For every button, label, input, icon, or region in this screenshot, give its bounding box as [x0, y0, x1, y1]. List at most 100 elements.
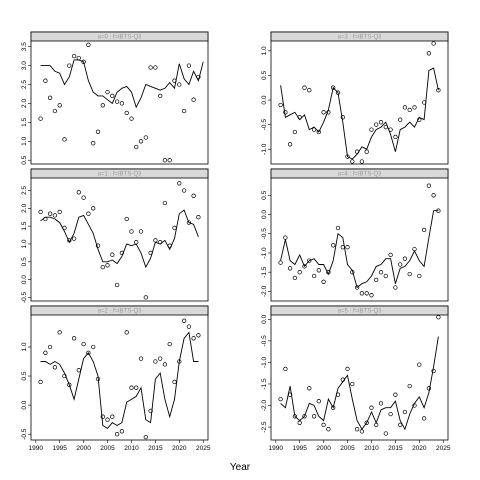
- observed-point: [148, 250, 153, 256]
- observed-point: [431, 41, 436, 46]
- x-tick-label: 2015: [148, 445, 163, 452]
- observed-point: [402, 409, 408, 415]
- observed-point: [186, 63, 192, 68]
- panel-frame: [30, 305, 209, 441]
- observed-point: [316, 268, 321, 273]
- x-tick-label: 2025: [196, 445, 211, 452]
- observed-point: [431, 368, 436, 374]
- observed-point: [364, 149, 369, 154]
- observed-point: [412, 246, 417, 252]
- observed-point: [114, 99, 120, 104]
- observed-point: [138, 356, 144, 361]
- panel-1: a=1 : f=IBTS-Q3 -0.5 0.0 0.5 1.0 1.5 2.0 2.5: [21, 168, 209, 303]
- x-tick-label: 2020: [412, 445, 427, 452]
- panel-grid: a=0 : f=IBTS-Q3 0.5 1.0 1.5 2.0 2.5 3.0 3.5 a=1 …: [21, 31, 451, 452]
- panel-2: a=2 : f=IBTS-Q3 -0.5 0.0 0.5 1.0 1990 1995 2000…: [21, 305, 211, 452]
- observed-point: [436, 88, 441, 93]
- observed-point: [162, 158, 168, 163]
- observed-point: [105, 417, 110, 422]
- observed-point: [124, 216, 129, 222]
- x-tick-label: 2000: [76, 445, 91, 452]
- observed-point: [153, 238, 158, 243]
- observed-point: [196, 333, 201, 338]
- observed-point: [172, 379, 177, 385]
- observed-point: [124, 110, 129, 116]
- observed-point: [129, 116, 134, 121]
- observed-point: [114, 432, 120, 437]
- observed-point: [124, 330, 129, 335]
- y-tick-label: -2.5: [261, 421, 268, 433]
- observed-point: [134, 240, 139, 245]
- observed-point: [388, 411, 393, 417]
- observed-point: [383, 124, 388, 130]
- observed-point: [110, 414, 115, 419]
- x-tick-label: 1990: [29, 445, 44, 452]
- x-axis-title: Year: [230, 462, 251, 473]
- y-tick-label: 0.5: [261, 71, 268, 80]
- observed-point: [383, 273, 388, 279]
- observed-point: [398, 422, 403, 428]
- observed-point: [364, 420, 369, 425]
- observed-point: [436, 208, 441, 213]
- observed-point: [402, 256, 408, 261]
- observed-point: [359, 429, 365, 434]
- observed-point: [307, 258, 312, 263]
- observed-point: [95, 243, 101, 248]
- observed-point: [186, 324, 192, 329]
- observed-point: [354, 149, 360, 154]
- observed-point: [143, 135, 148, 140]
- observed-point: [374, 122, 379, 127]
- panel-strip: [30, 168, 209, 179]
- y-tick-label: 3.0: [21, 61, 28, 70]
- observed-point: [162, 200, 168, 206]
- x-tick-label: 1995: [52, 445, 67, 452]
- observed-point: [62, 137, 67, 142]
- observed-point: [158, 240, 163, 245]
- observed-point: [287, 392, 293, 397]
- x-tick-label: 2020: [172, 445, 187, 452]
- y-tick-label: -1.5: [261, 378, 268, 390]
- observed-point: [340, 245, 345, 250]
- observed-point: [321, 110, 326, 115]
- y-tick-label: -2.0: [261, 285, 268, 297]
- y-tick-label: 1.0: [21, 342, 28, 351]
- observed-point: [181, 318, 187, 323]
- observed-point: [335, 90, 341, 95]
- observed-point: [67, 382, 72, 387]
- observed-point: [383, 431, 388, 436]
- panel-strip-label: a=4 : f=IBTS-Q3: [338, 172, 382, 178]
- observed-point: [326, 427, 331, 432]
- observed-point: [43, 78, 48, 83]
- observed-point: [393, 392, 398, 397]
- y-tick-label: 2.0: [21, 203, 28, 212]
- observed-point: [148, 408, 153, 414]
- x-tick-label: 1990: [269, 445, 284, 452]
- observed-point: [350, 159, 355, 164]
- observed-point: [321, 422, 326, 428]
- y-tick-label: 1.0: [21, 239, 28, 248]
- fitted-line: [280, 67, 439, 160]
- observed-point: [119, 101, 125, 106]
- observed-point: [110, 93, 115, 99]
- x-tick-label: 2000: [316, 445, 331, 452]
- observed-point: [81, 341, 86, 347]
- observed-point: [52, 108, 58, 114]
- observed-point: [95, 376, 101, 382]
- observed-point: [393, 134, 398, 140]
- observed-point: [316, 399, 321, 404]
- observed-point: [129, 385, 134, 390]
- panel-strip: [270, 31, 449, 42]
- observed-point: [167, 243, 172, 248]
- observed-point: [186, 220, 192, 225]
- y-tick-label: 0.0: [261, 314, 268, 323]
- y-tick-label: 0.5: [21, 155, 28, 164]
- observed-point: [57, 103, 62, 108]
- observed-point: [417, 273, 422, 279]
- observed-point: [119, 429, 125, 434]
- observed-point: [326, 110, 331, 115]
- y-tick-label: -0.5: [261, 228, 268, 240]
- panel-strip: [270, 305, 449, 316]
- fitted-line: [40, 331, 199, 429]
- x-tick-label: 2005: [100, 445, 115, 452]
- observed-point: [354, 427, 360, 432]
